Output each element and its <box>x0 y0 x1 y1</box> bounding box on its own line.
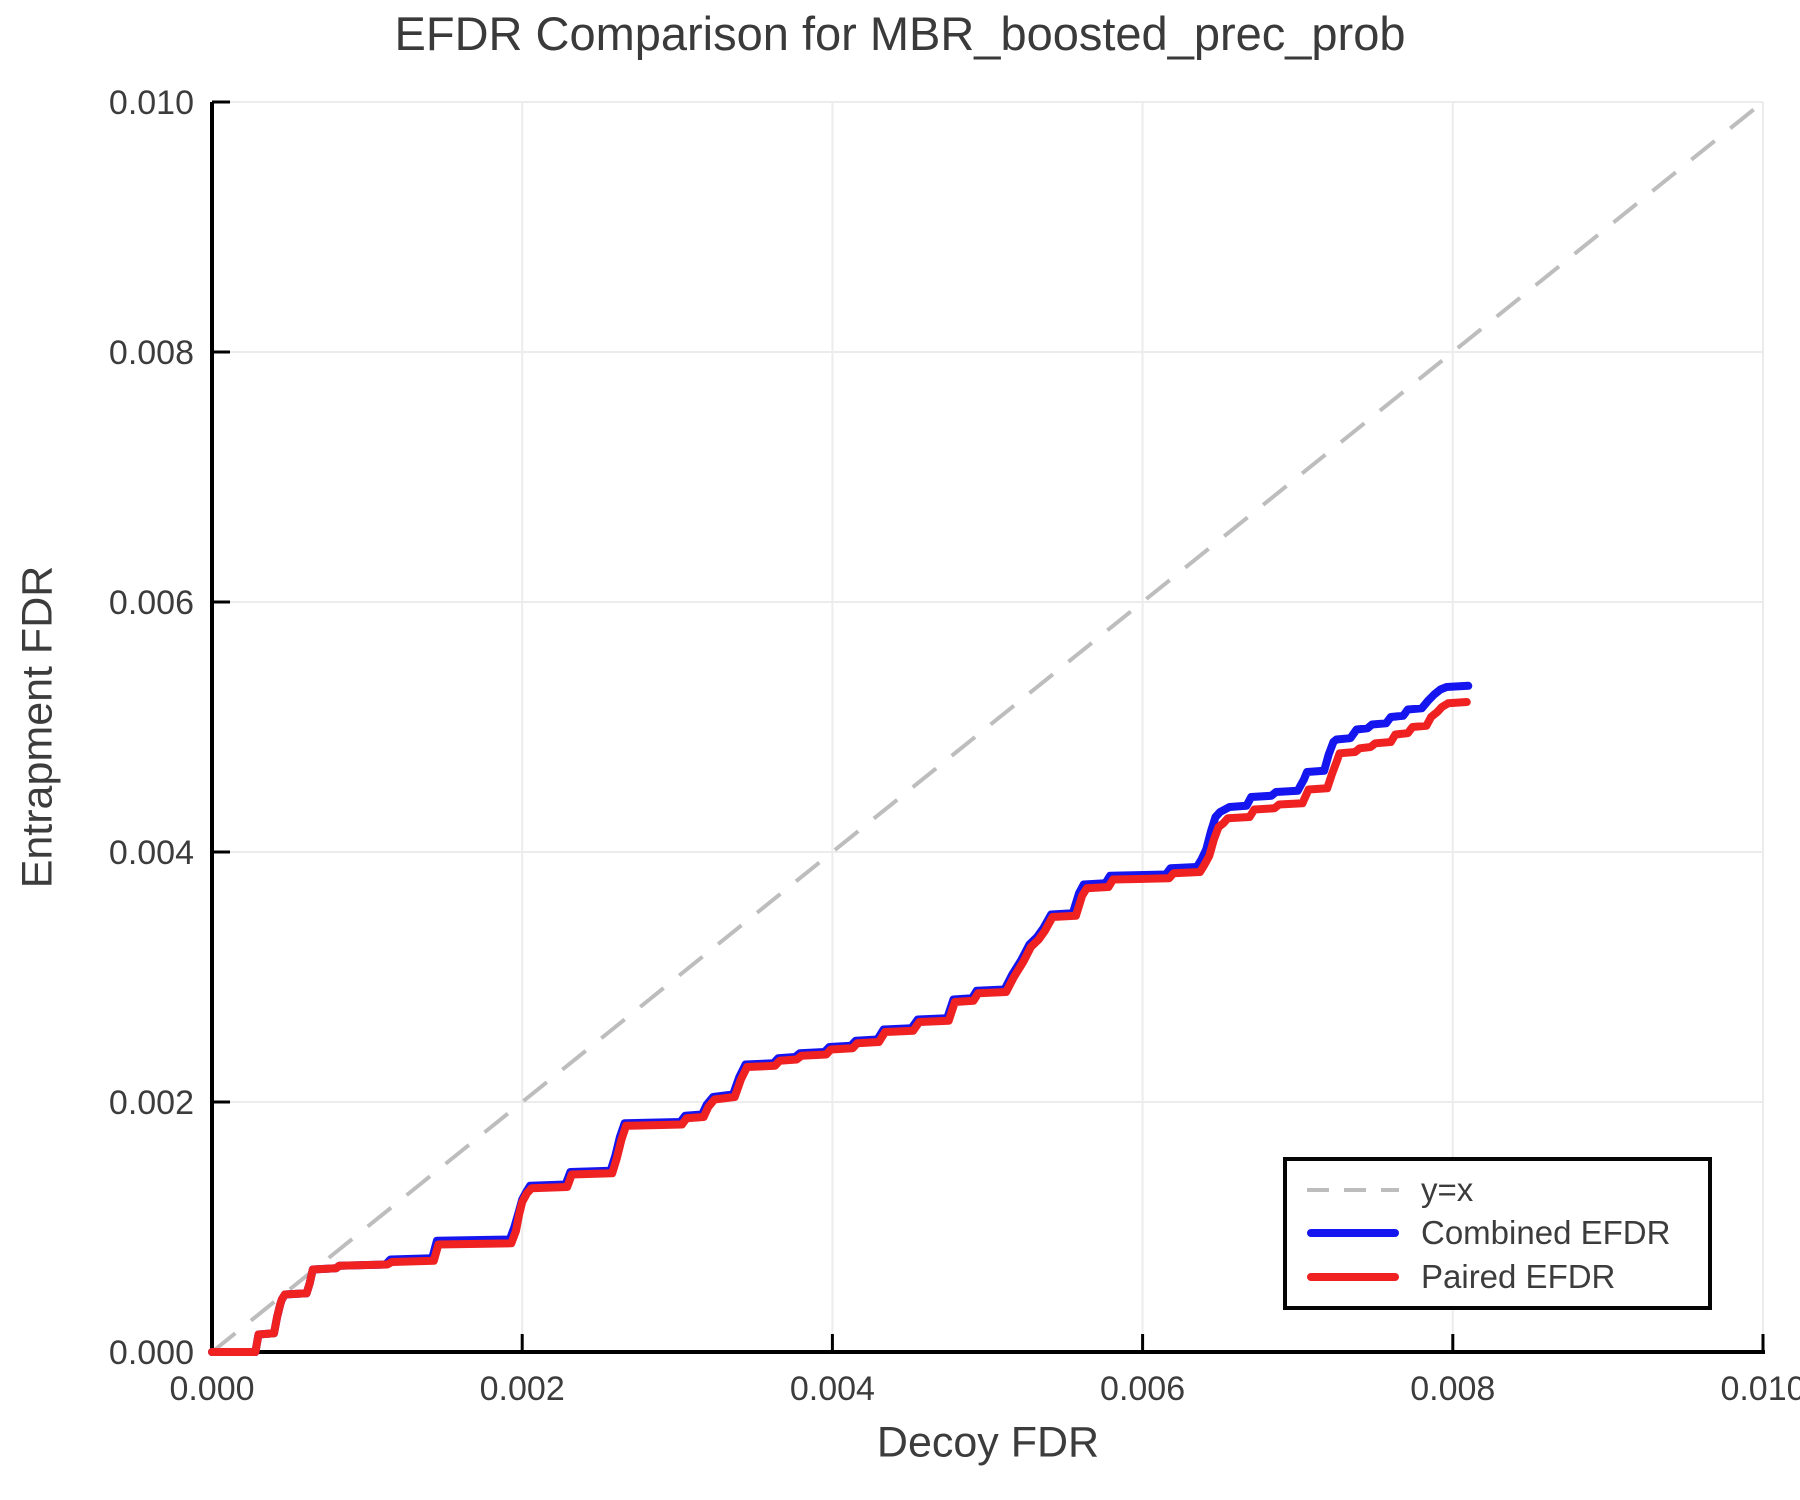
combined-line <box>208 681 1473 1356</box>
legend-label-combined-efdr: Combined EFDR <box>1421 1214 1671 1252</box>
legend-label-identity: y=x <box>1421 1171 1474 1209</box>
x-tick-label: 0.004 <box>790 1370 875 1408</box>
y-tick-label: 0.004 <box>109 834 194 872</box>
y-tick-label: 0.000 <box>109 1334 194 1372</box>
y-tick-label: 0.010 <box>109 84 194 122</box>
legend-label-paired-efdr: Paired EFDR <box>1421 1257 1616 1295</box>
combined-efdr-line-swatch-icon <box>1307 1229 1399 1238</box>
x-tick-label: 0.008 <box>1410 1370 1495 1408</box>
x-tick-label: 0.000 <box>169 1370 254 1408</box>
legend-item-identity: y=x <box>1307 1171 1708 1209</box>
y-tick-label: 0.008 <box>109 334 194 372</box>
x-tick-label: 0.002 <box>480 1370 565 1408</box>
identity-line-swatch-icon <box>1307 1188 1399 1193</box>
y-tick-label: 0.002 <box>109 1084 194 1122</box>
x-axis-label: Decoy FDR <box>876 1418 1100 1467</box>
legend-item-paired-efdr: Paired EFDR <box>1307 1257 1708 1295</box>
paired-efdr-line-swatch-icon <box>1307 1272 1399 1281</box>
paired-line <box>208 698 1471 1356</box>
x-tick-label: 0.010 <box>1720 1370 1800 1408</box>
identity-line <box>210 100 1765 1354</box>
x-tick-label: 0.006 <box>1100 1370 1185 1408</box>
legend: y=x Combined EFDR Paired EFDR <box>1283 1157 1712 1310</box>
chart-title: EFDR Comparison for MBR_boosted_prec_pro… <box>394 7 1406 60</box>
legend-item-combined-efdr: Combined EFDR <box>1307 1215 1708 1251</box>
y-tick-label: 0.006 <box>109 584 194 622</box>
